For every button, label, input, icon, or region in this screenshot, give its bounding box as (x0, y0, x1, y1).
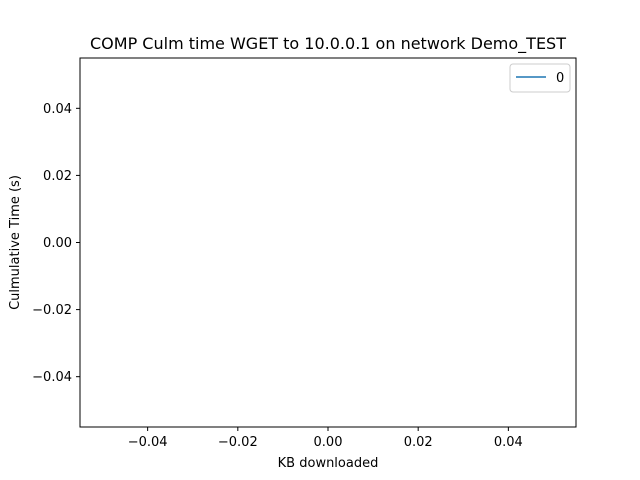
x-axis-ticks: −0.04 −0.02 0.00 0.02 0.04 (128, 427, 523, 450)
y-tick-label: 0.02 (43, 169, 72, 184)
x-tick-label: 0.02 (404, 435, 433, 450)
y-axis-ticks: −0.04 −0.02 0.00 0.02 0.04 (32, 102, 80, 385)
x-tick-label: 0.04 (494, 435, 523, 450)
legend-label-series-0: 0 (556, 71, 564, 86)
plot-frame (79, 57, 577, 428)
legend-box (509, 63, 571, 93)
x-tick-label: −0.04 (128, 435, 168, 450)
x-tick-label: 0.00 (314, 435, 343, 450)
y-tick-label: −0.04 (32, 370, 72, 385)
chart-title: COMP Culm time WGET to 10.0.0.1 on netwo… (90, 34, 566, 54)
y-tick-label: 0.04 (43, 102, 72, 117)
y-axis-label: Culmulative Time (s) (8, 175, 23, 310)
y-tick-label: −0.02 (32, 303, 72, 318)
x-tick-label: −0.02 (218, 435, 258, 450)
legend: 0 (509, 63, 571, 93)
y-tick-label: 0.00 (43, 236, 72, 251)
x-axis-label: KB downloaded (278, 456, 379, 471)
plot-area (80, 58, 576, 427)
